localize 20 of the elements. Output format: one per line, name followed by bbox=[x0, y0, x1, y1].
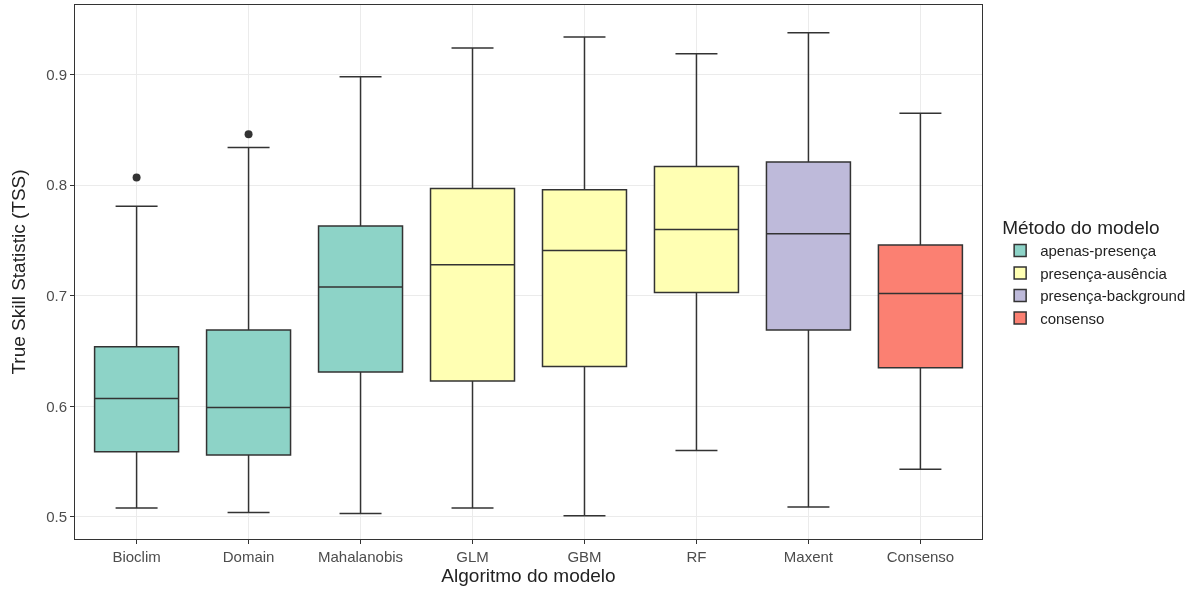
x-tick-label: Mahalanobis bbox=[318, 548, 404, 565]
x-tick-label: RF bbox=[686, 548, 707, 565]
y-axis-title: True Skill Statistic (TSS) bbox=[7, 169, 29, 375]
y-tick-label: 0.7 bbox=[46, 287, 67, 305]
legend-label: consenso bbox=[1040, 309, 1105, 327]
x-tick-label: Consenso bbox=[886, 548, 955, 565]
legend-label: presença-ausência bbox=[1040, 264, 1168, 282]
y-tick-label: 0.8 bbox=[46, 176, 67, 194]
x-tick-label: Bioclim bbox=[112, 548, 161, 565]
x-tick-label: Maxent bbox=[783, 548, 834, 565]
y-tick-label: 0.5 bbox=[46, 508, 67, 526]
legend-label: apenas-presença bbox=[1040, 242, 1157, 260]
legend-title: Método do modelo bbox=[1002, 217, 1160, 239]
legend-label: presença-background bbox=[1040, 287, 1186, 305]
x-tick-label: GLM bbox=[456, 548, 489, 565]
x-tick-label: GBM bbox=[567, 548, 602, 565]
x-tick-label: Domain bbox=[222, 548, 275, 565]
x-axis-title: Algoritmo do modelo bbox=[441, 565, 616, 586]
y-tick-label: 0.6 bbox=[46, 397, 67, 415]
y-tick-label: 0.9 bbox=[46, 65, 67, 83]
